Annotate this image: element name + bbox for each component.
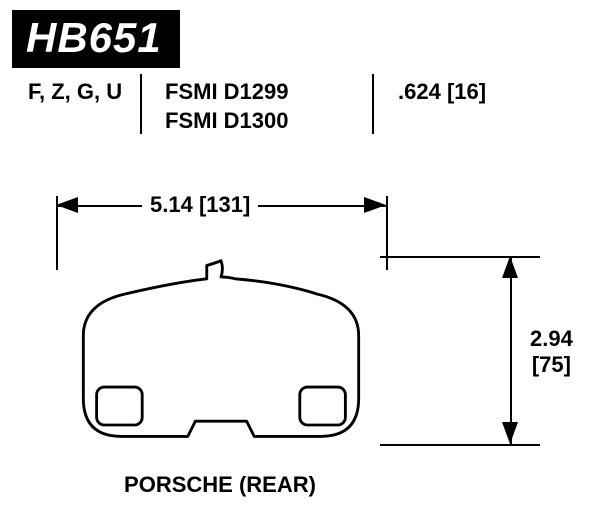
thickness-inch: .624 [398, 79, 441, 104]
separator [140, 74, 142, 134]
fsmi-line: FSMI D1300 [165, 107, 289, 136]
brake-pad-outline [56, 256, 386, 444]
compound-codes: F, Z, G, U [28, 78, 122, 107]
width-label: 5.14 [131] [142, 192, 258, 218]
height-label: 2.94 [75] [530, 326, 573, 379]
thickness: .624 [16] [398, 78, 486, 107]
arrow-down-icon [502, 422, 518, 444]
application-caption: PORSCHE (REAR) [0, 472, 440, 498]
thickness-mm: 16 [454, 79, 478, 104]
ext-line [380, 256, 540, 258]
pad-outer-path [83, 261, 358, 437]
height-dim-line [510, 256, 512, 444]
separator [372, 74, 374, 134]
fsmi-codes: FSMI D1299 FSMI D1300 [165, 78, 289, 135]
width-mm: 131 [206, 192, 243, 217]
pad-slot [97, 387, 143, 425]
height-mm: 75 [539, 352, 563, 377]
pad-svg [56, 256, 386, 444]
part-number-badge: HB651 [12, 10, 180, 68]
pad-slot [300, 387, 346, 425]
ext-line [380, 444, 540, 446]
arrow-right-icon [364, 197, 386, 213]
arrow-left-icon [56, 197, 78, 213]
width-inch: 5.14 [150, 192, 193, 217]
arrow-up-icon [502, 256, 518, 278]
ext-line [386, 196, 388, 270]
fsmi-line: FSMI D1299 [165, 78, 289, 107]
spec-sheet: HB651 F, Z, G, U FSMI D1299 FSMI D1300 .… [0, 0, 600, 518]
height-inch: 2.94 [530, 326, 573, 352]
